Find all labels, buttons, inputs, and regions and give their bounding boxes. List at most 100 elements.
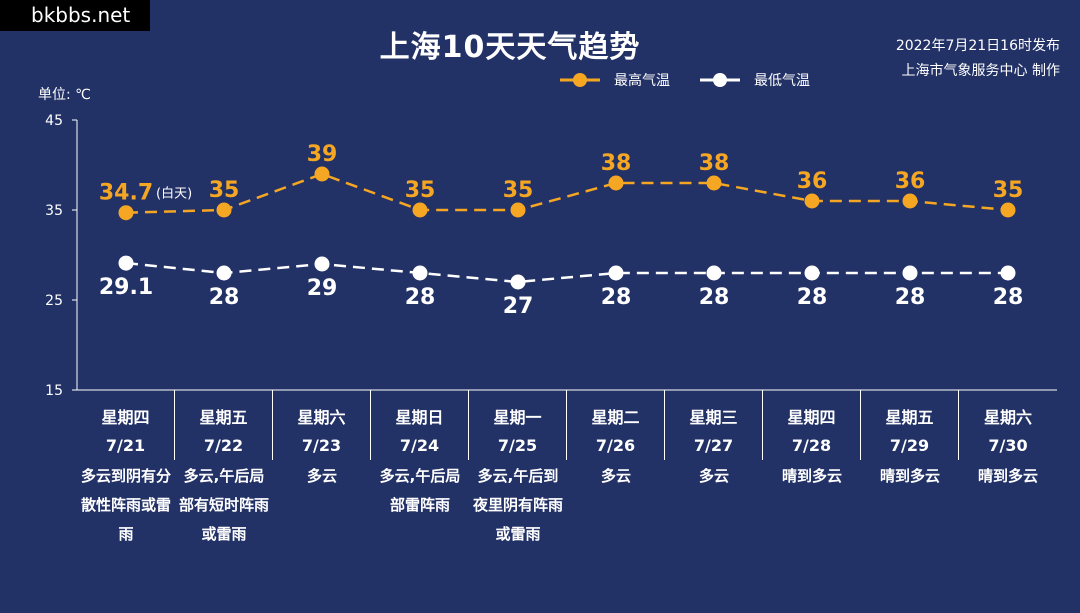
date-label: 7/28 bbox=[791, 436, 832, 455]
weather-description: 多云,午后局部雷阵雨 bbox=[379, 467, 461, 514]
date-label: 7/25 bbox=[497, 436, 538, 455]
date-label: 7/22 bbox=[203, 436, 244, 455]
y-tick-label: 25 bbox=[45, 293, 63, 309]
high-temp-point bbox=[804, 193, 820, 209]
weather-row: 多云到阴有分散性阵雨或雷雨 多云,午后局部有短时阵雨或雷雨 多云 多云,午后局部雷阵雨… bbox=[77, 462, 1057, 549]
weekday-label: 星期日 bbox=[395, 408, 444, 427]
weekday-label: 星期一 bbox=[493, 408, 542, 427]
high-temp-point bbox=[216, 202, 232, 218]
high-temp-label: 39 bbox=[307, 142, 338, 167]
high-temp-line bbox=[125, 172, 1009, 214]
day-column: 星期四 7/28 bbox=[763, 390, 861, 460]
weather-description: 晴到多云 bbox=[977, 467, 1038, 485]
high-temp-label: 35 bbox=[503, 178, 534, 203]
chart-title: 上海10天天气趋势 bbox=[379, 30, 641, 65]
high-temp-label: 35 bbox=[993, 178, 1024, 203]
weekday-label: 星期三 bbox=[689, 408, 738, 427]
weekday-label: 星期六 bbox=[297, 408, 346, 427]
low-temp-line bbox=[125, 261, 1008, 284]
low-temp-point bbox=[314, 256, 330, 272]
weekday-label: 星期五 bbox=[199, 408, 248, 427]
date-label: 7/24 bbox=[399, 436, 440, 455]
day-column: 星期三 7/27 bbox=[665, 390, 763, 460]
legend-low-label: 最低气温 bbox=[754, 73, 810, 89]
low-temp-label: 27 bbox=[503, 294, 534, 319]
day-column: 星期五 7/29 bbox=[861, 390, 959, 460]
high-temp-point bbox=[902, 193, 918, 209]
weekday-label: 星期四 bbox=[787, 408, 836, 427]
high-temp-point bbox=[510, 202, 526, 218]
weather-description: 多云,午后到夜里阴有阵雨或雷雨 bbox=[473, 467, 564, 543]
high-temp-label: 36 bbox=[797, 169, 828, 194]
high-temp-point bbox=[706, 175, 722, 191]
date-label: 7/27 bbox=[693, 436, 734, 455]
low-temp-point bbox=[118, 255, 134, 271]
low-temp-label: 28 bbox=[895, 285, 926, 310]
legend: 最高气温 最低气温 bbox=[560, 70, 840, 90]
high-temp-label: 38 bbox=[601, 151, 632, 176]
high-temp-point bbox=[118, 205, 134, 221]
low-temp-point bbox=[804, 265, 820, 281]
date-label: 7/26 bbox=[595, 436, 636, 455]
weekday-label: 星期二 bbox=[591, 408, 640, 427]
high-temp-label: 36 bbox=[895, 169, 926, 194]
low-temp-label: 28 bbox=[993, 285, 1024, 310]
legend-low: 最低气温 bbox=[700, 70, 810, 90]
day-column: 星期日 7/24 bbox=[371, 390, 469, 460]
high-temp-label: 34.7 bbox=[99, 181, 153, 206]
low-temp-label: 29.1 bbox=[99, 275, 153, 300]
weekday-label: 星期四 bbox=[101, 408, 150, 427]
low-temp-label: 28 bbox=[601, 285, 632, 310]
issuer: 上海市气象服务中心 制作 bbox=[901, 63, 1060, 79]
weather-description: 晴到多云 bbox=[781, 467, 842, 485]
low-temp-label: 28 bbox=[405, 285, 436, 310]
high-temp-point bbox=[1000, 202, 1016, 218]
weather-description: 多云 bbox=[600, 467, 631, 485]
y-tick-label: 15 bbox=[45, 383, 63, 399]
low-temp-label: 29 bbox=[307, 276, 338, 301]
date-label: 7/21 bbox=[105, 436, 146, 455]
day-column: 星期四 7/21 bbox=[77, 390, 175, 460]
date-label: 7/23 bbox=[301, 436, 342, 455]
low-temp-point bbox=[510, 274, 526, 290]
low-temp-point bbox=[1000, 265, 1016, 281]
daytime-annotation: (白天) bbox=[156, 186, 192, 202]
y-tick-label: 35 bbox=[45, 203, 63, 219]
watermark: bkbbs.net bbox=[0, 0, 150, 31]
issue-info: 2022年7月21日16时发布 上海市气象服务中心 制作 bbox=[896, 34, 1060, 84]
high-temp-label: 38 bbox=[699, 151, 730, 176]
high-temp-point bbox=[412, 202, 428, 218]
date-label: 7/30 bbox=[988, 436, 1028, 455]
date-row: 星期四 7/21 星期五 7/22 星期六 7/23 星期日 7/24 星期一 7/25 星期二 7/… bbox=[77, 390, 1057, 460]
low-temp-point bbox=[608, 265, 624, 281]
legend-high-marker-icon bbox=[560, 73, 600, 87]
day-column: 星期二 7/26 bbox=[567, 390, 665, 460]
low-temp-label: 28 bbox=[797, 285, 828, 310]
low-temp-label: 28 bbox=[209, 285, 240, 310]
low-temp-label: 28 bbox=[699, 285, 730, 310]
issue-time: 2022年7月21日16时发布 bbox=[895, 38, 1060, 54]
weekday-label: 星期五 bbox=[885, 408, 934, 427]
y-tick-label: 45 bbox=[45, 113, 63, 129]
high-temp-label: 35 bbox=[209, 178, 240, 203]
weather-description: 多云到阴有分散性阵雨或雷雨 bbox=[81, 467, 172, 543]
low-temp-point bbox=[902, 265, 918, 281]
weekday-label: 星期六 bbox=[983, 408, 1032, 427]
weather-description: 多云 bbox=[698, 467, 729, 485]
weather-description: 晴到多云 bbox=[879, 467, 940, 485]
low-temp-point bbox=[412, 265, 428, 281]
legend-low-marker-icon bbox=[700, 73, 740, 87]
high-temp-point bbox=[608, 175, 624, 191]
legend-high-label: 最高气温 bbox=[614, 73, 670, 89]
high-temp-label: 35 bbox=[405, 178, 436, 203]
weather-description: 多云,午后局部有短时阵雨或雷雨 bbox=[179, 467, 270, 543]
legend-high: 最高气温 bbox=[560, 70, 670, 90]
high-temp-point bbox=[314, 166, 330, 182]
date-label: 7/29 bbox=[889, 436, 930, 455]
low-temp-point bbox=[706, 265, 722, 281]
day-column: 星期六 7/23 bbox=[273, 390, 371, 460]
day-column: 星期一 7/25 bbox=[469, 390, 567, 460]
day-column: 星期五 7/22 bbox=[175, 390, 273, 460]
day-column: 星期六 7/30 bbox=[959, 390, 1057, 460]
